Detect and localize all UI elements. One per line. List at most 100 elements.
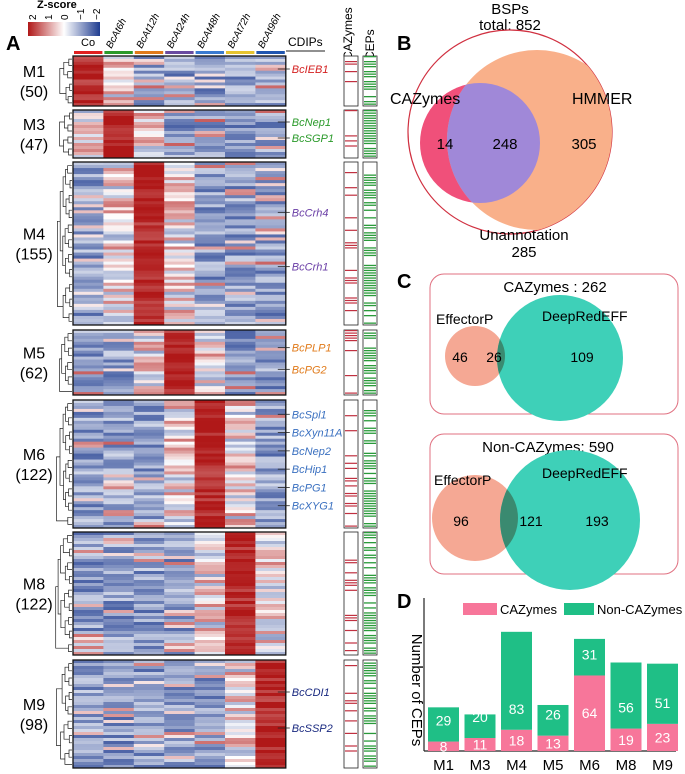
ceps-track-mark [364,549,376,551]
heatmap-cell [133,171,165,175]
heatmap-cell [194,162,226,166]
heatmap-cell [73,285,104,290]
heatmap-cell [133,186,165,190]
ceps-track-mark [364,322,376,324]
heatmap-cell [103,100,135,104]
heatmap-cell [164,705,195,709]
heatmap-cell [73,652,104,656]
heatmap-cell [164,285,195,290]
heatmap-cell [73,276,104,281]
heatmap-cell [133,702,165,706]
heatmap-cell [103,495,135,499]
heatmap-cell [103,631,135,635]
heatmap-cell [73,128,104,132]
heatmap-cell [194,300,226,305]
heatmap-cell [73,616,104,620]
ceps-track-mark [364,634,376,637]
ceps-track-mark [364,335,376,337]
heatmap-cell [194,353,226,357]
heatmap-cell [164,180,195,184]
cazymes-track-mark [345,332,357,334]
heatmap-cell [255,85,287,89]
heatmap-cell [194,330,226,334]
heatmap-cell [194,377,226,381]
heatmap-cell [103,510,135,514]
heatmap-cell [103,88,135,92]
heatmap-cell [194,423,226,428]
heatmap-cell [164,541,195,545]
ceps-track-mark [364,627,376,629]
heatmap-cell [255,513,287,517]
heatmap-cell [225,687,256,691]
heatmap-cell [194,128,226,132]
heatmap-cell [103,741,135,745]
ceps-track-mark [364,277,376,279]
heatmap-cell [194,723,226,727]
heatmap-cell [73,234,104,238]
heatmap-cell [164,276,195,281]
heatmap-cell [73,601,104,605]
heatmap-cell [255,303,287,308]
heatmap-cell [103,276,135,281]
ceps-track-mark [364,750,376,752]
heatmap-cell [255,392,287,396]
heatmap-cell [133,429,165,434]
cazymes-track-mark [345,61,357,63]
heatmap-cell [73,619,104,623]
heatmap-cell [255,519,287,523]
heatmap-cell [194,134,226,138]
heatmap-cell [255,438,287,443]
heatmap-cell [164,732,195,736]
heatmap-cell [225,625,256,629]
heatmap-cell [194,228,226,232]
heatmap-cell [133,312,165,317]
heatmap-cell [164,237,195,241]
heatmap-cell [194,180,226,184]
heatmap-cell [133,149,165,153]
heatmap-cell [103,383,135,387]
heatmap-cell [73,116,104,120]
heatmap-cell [103,261,135,266]
heatmap-cell [164,201,195,205]
heatmap-cell [73,453,104,457]
heatmap-cell [164,350,195,355]
cazymes-track-mark [345,579,357,581]
heatmap-cell [194,201,226,205]
ceps-track-mark [364,289,376,292]
heatmap-cell [255,708,287,712]
heatmap-cell [133,279,165,284]
cazymes-track-mark [345,614,357,616]
heatmap-cell [73,765,104,769]
gene-label: BcCDI1 [292,687,330,699]
heatmap-cell [133,315,165,320]
heatmap-cell [194,237,226,241]
heatmap-cell [225,538,256,542]
heatmap-cell [255,383,287,387]
heatmap-cell [133,738,165,742]
heatmap-cell [164,426,195,431]
overlap-value-2: 121 [519,513,543,529]
heatmap-cell [73,368,104,372]
heatmap-cell [164,744,195,748]
heatmap-cell [194,666,226,670]
heatmap-cell [225,335,256,340]
heatmap-cell [103,131,135,135]
dendrogram [59,58,72,104]
heatmap-cell [164,420,195,425]
heatmap-cell [73,189,104,193]
heatmap-cell [103,408,135,413]
effectorp-only-1: 46 [452,349,468,365]
heatmap [72,55,287,769]
heatmap-cell [73,347,104,352]
module-count: (98) [20,717,48,734]
heatmap-cell [103,438,135,443]
heatmap-cell [73,297,104,302]
heatmap-cell [255,568,287,572]
heatmap-cell [103,216,135,220]
bar-cazymes-value: 19 [618,732,634,748]
heatmap-cell [225,392,256,396]
heatmap-cell [255,465,287,469]
heatmap-cell [194,504,226,508]
ceps-track-mark [364,227,376,229]
bar-non-cazymes [428,707,459,742]
